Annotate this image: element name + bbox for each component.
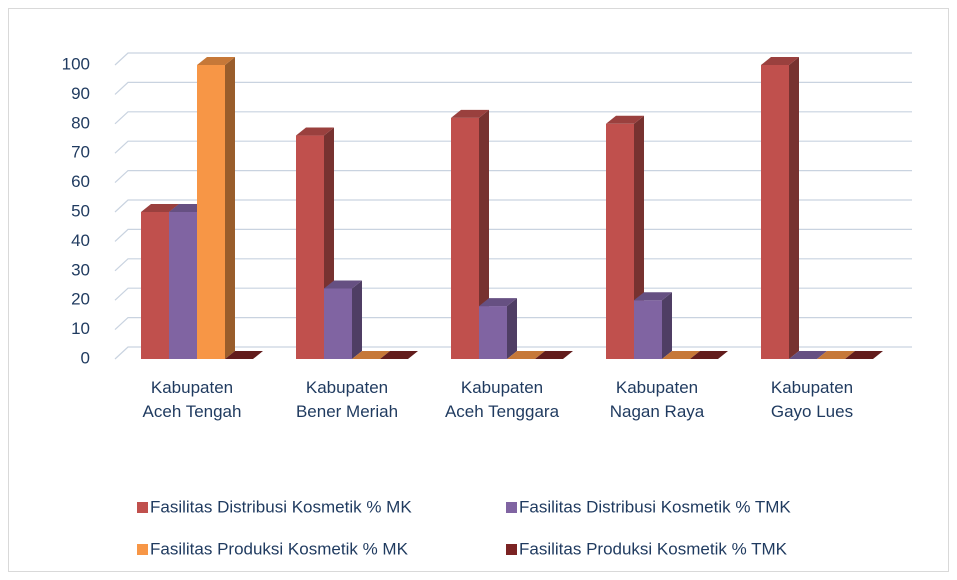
bar-side <box>225 57 235 359</box>
bar-top <box>535 351 573 359</box>
bar <box>451 117 479 359</box>
x-tick-label: Kabupaten Nagan Raya <box>609 378 705 421</box>
grid-line <box>114 287 912 301</box>
legend-swatch <box>506 502 517 513</box>
bar-side <box>507 298 517 359</box>
legend-swatch <box>506 544 517 555</box>
bar-top <box>690 351 728 359</box>
legend-swatch <box>137 544 148 555</box>
grid-line <box>114 81 912 95</box>
bar-top <box>197 57 235 65</box>
y-tick-label: 30 <box>71 260 90 279</box>
bar-top <box>479 298 517 307</box>
bar <box>479 306 507 359</box>
bar-top <box>789 351 827 359</box>
y-tick-label: 0 <box>81 348 90 367</box>
bar-top <box>507 351 545 359</box>
y-tick-label: 10 <box>71 319 90 338</box>
legend-label: Fasilitas Distribusi Kosmetik % MK <box>150 497 412 516</box>
bar-top <box>225 351 263 359</box>
grid-line <box>114 228 912 242</box>
x-tick-label: Kabupaten Aceh Tengah <box>142 378 242 421</box>
bar-top <box>606 115 644 124</box>
bar-side <box>789 57 799 359</box>
bar-top <box>761 57 799 65</box>
y-tick-label: 20 <box>71 290 90 309</box>
y-tick-label: 60 <box>71 172 90 191</box>
bar <box>634 300 662 359</box>
bar-top <box>380 351 418 359</box>
bar-top <box>634 292 672 301</box>
bar-side <box>662 292 672 359</box>
y-tick-label: 70 <box>71 143 90 162</box>
bar-top <box>296 127 334 136</box>
x-tick-label: Kabupaten Aceh Tenggara <box>444 378 560 421</box>
bar-top <box>141 204 179 212</box>
bar <box>141 212 169 359</box>
x-tick-label: Kabupaten Gayo Lues <box>770 378 854 421</box>
y-tick-label: 40 <box>71 231 90 250</box>
bar-top <box>451 109 489 118</box>
legend-label: Fasilitas Produksi Kosmetik % MK <box>150 539 409 558</box>
grid-line <box>114 52 912 66</box>
grid-line <box>114 170 912 184</box>
y-tick-label: 100 <box>62 54 90 73</box>
legend-label: Fasilitas Produksi Kosmetik % TMK <box>519 539 788 558</box>
grid-line <box>114 140 912 154</box>
x-tick-label: Kabupaten Bener Meriah <box>295 378 399 421</box>
y-tick-label: 50 <box>71 201 90 220</box>
bar-top <box>662 351 700 359</box>
bar-side <box>479 109 489 359</box>
bar-top <box>817 351 855 359</box>
y-tick-label: 80 <box>71 113 90 132</box>
y-tick-label: 90 <box>71 84 90 103</box>
legend-swatch <box>137 502 148 513</box>
bar-top <box>352 351 390 359</box>
grid-line <box>114 258 912 272</box>
grid-line <box>114 199 912 213</box>
bar <box>761 65 789 359</box>
bar <box>197 65 225 359</box>
grid-line <box>114 111 912 125</box>
bar <box>606 123 634 359</box>
legend-label: Fasilitas Distribusi Kosmetik % TMK <box>519 497 791 516</box>
bar-side <box>352 280 362 359</box>
bar-top <box>845 351 883 359</box>
bar <box>324 288 352 359</box>
bar-top <box>324 280 362 289</box>
bar <box>296 135 324 359</box>
bar <box>169 212 197 359</box>
